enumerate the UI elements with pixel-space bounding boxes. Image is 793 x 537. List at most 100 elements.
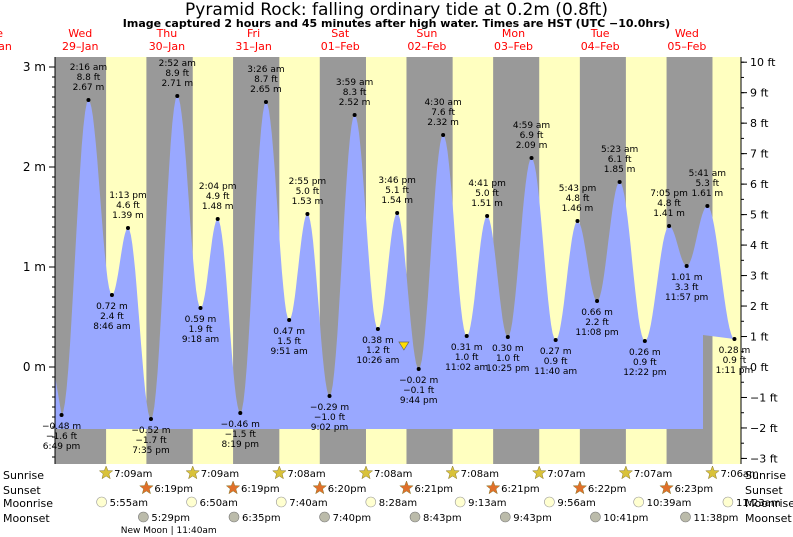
tide-label-line: −0.29 m	[310, 403, 349, 413]
high-tide-label: 2:04 pm4.9 ft1.48 m	[199, 182, 237, 212]
right-axis-tick-label: 0 ft	[750, 361, 769, 374]
right-axis-tick-label: −1 ft	[750, 391, 778, 404]
right-axis-tick-label: −3 ft	[750, 452, 778, 465]
sunrise-time: 7:07am	[634, 469, 672, 480]
moonrise-icon	[275, 496, 287, 508]
tide-label-line: 8.9 ft	[165, 69, 189, 79]
tide-label-line: 8.8 ft	[77, 73, 101, 83]
high-tide-label: 4:30 am7.6 ft2.32 m	[424, 98, 461, 128]
tide-label-line: −1.5 ft	[225, 430, 257, 440]
tide-point	[617, 180, 622, 184]
low-tide-label: −0.48 m−1.6 ft6:49 pm	[42, 422, 81, 452]
sunset-star-icon	[399, 480, 414, 495]
tide-label-line: 1.0 ft	[496, 354, 520, 364]
tide-label-line: 4.8 ft	[566, 194, 590, 204]
tide-label-line: 9:51 am	[270, 347, 307, 357]
tide-label-line: 0.9 ft	[544, 357, 568, 367]
high-tide-label: 4:59 am6.9 ft2.09 m	[513, 121, 550, 151]
tide-label-line: 9:02 pm	[311, 423, 349, 433]
tide-label-line: 1.53 m	[292, 197, 324, 207]
moonrise-time: 11:23am	[736, 498, 781, 509]
tide-label-line: 1.9 ft	[189, 325, 213, 335]
tide-label-line: 6.1 ft	[608, 155, 632, 165]
tide-label-line: 7:05 pm	[650, 189, 688, 199]
date-label: 04–Feb	[581, 40, 620, 53]
tide-label-line: 0.59 m	[185, 315, 217, 325]
sunrise-star-icon	[358, 465, 374, 480]
left-axis-tick-label: 3 m	[23, 60, 46, 74]
sunrise-time: 7:09am	[201, 469, 239, 480]
tide-label-line: 3:59 am	[336, 78, 373, 88]
tide-label-line: 0.26 m	[629, 348, 661, 358]
sunrise-time: 7:08am	[461, 469, 499, 480]
tide-label-line: 0.38 m	[362, 336, 394, 346]
tide-label-line: 1:11 pm	[716, 366, 754, 376]
sunrise-time: 7:08am	[287, 469, 325, 480]
date-label: 29–Jan	[62, 40, 98, 53]
sunset-time: 6:21pm	[414, 484, 453, 495]
sunset-time: 6:21pm	[501, 484, 540, 495]
tide-label-line: 5.0 ft	[296, 187, 320, 197]
high-tide-label: 3:46 pm5.1 ft1.54 m	[378, 176, 416, 206]
sunrise-star-icon	[705, 465, 720, 480]
tide-label-line: 1.51 m	[471, 199, 503, 209]
high-tide-label: 2:52 am8.9 ft2.71 m	[159, 59, 196, 89]
tide-label-line: 0.66 m	[581, 308, 613, 318]
tide-label-line: 2.52 m	[339, 98, 371, 108]
sunset-row-label-right: Sunset	[745, 484, 783, 497]
tide-label-line: −0.46 m	[221, 420, 260, 430]
tide-label-line: 0.72 m	[96, 302, 128, 312]
date-label: 31–Jan	[235, 40, 271, 53]
moonrise-icon	[96, 496, 107, 508]
tide-label-line: 10:25 pm	[486, 364, 529, 374]
day-of-week-label: Mon	[502, 27, 525, 40]
moonrise-icon	[544, 496, 555, 508]
moonset-time: 8:43pm	[423, 513, 462, 524]
tide-label-line: 5.0 ft	[475, 189, 499, 199]
sunrise-star-icon	[531, 465, 547, 480]
tide-point	[125, 226, 130, 230]
tide-label-line: −0.52 m	[131, 426, 170, 436]
right-axis-tick-label: 6 ft	[750, 178, 769, 191]
tide-point	[59, 413, 64, 417]
sunrise-star-icon	[185, 465, 201, 480]
water-level-area	[55, 96, 735, 429]
sunrise-time: 7:09am	[114, 469, 152, 480]
tide-point	[375, 327, 380, 331]
tide-point	[441, 133, 446, 137]
tide-label-line: 0.27 m	[540, 347, 572, 357]
tide-point	[595, 299, 600, 303]
left-axis-tick-label: 2 m	[23, 160, 46, 174]
right-axis-tick-label: 3 ft	[750, 270, 769, 283]
right-axis-tick-label: 7 ft	[750, 148, 769, 161]
tide-point	[464, 334, 469, 338]
tide-label-line: 6:49 pm	[43, 442, 81, 452]
right-axis-tick-label: 4 ft	[750, 239, 769, 252]
moonset-icon	[228, 511, 240, 523]
tide-point	[175, 94, 180, 98]
high-tide-label: 7:05 pm4.8 ft1.41 m	[650, 189, 688, 219]
moonrise-row-label-right: Moonrise	[745, 497, 793, 510]
tide-label-line: 1.54 m	[381, 196, 413, 206]
moonset-row-label: Moonset	[3, 512, 50, 525]
tide-label-line: 2.09 m	[516, 141, 548, 151]
moonset-time: 6:35pm	[242, 513, 281, 524]
right-axis-tick-label: 5 ft	[750, 209, 769, 222]
day-of-week-label: Wed	[68, 27, 92, 40]
tide-label-line: 11:02 am	[445, 363, 488, 373]
tide-label-line: −0.48 m	[42, 422, 81, 432]
tide-label-line: 0.31 m	[451, 343, 483, 353]
tide-point	[86, 98, 91, 102]
tide-point	[215, 217, 220, 221]
tide-label-line: 5.3 ft	[696, 179, 720, 189]
tide-label-line: 2.65 m	[250, 85, 282, 95]
right-axis-tick-label: 10 ft	[750, 56, 776, 69]
date-label: 28–Jan	[0, 40, 12, 53]
tide-label-line: 4:59 am	[513, 121, 550, 131]
sunset-star-icon	[485, 480, 501, 495]
